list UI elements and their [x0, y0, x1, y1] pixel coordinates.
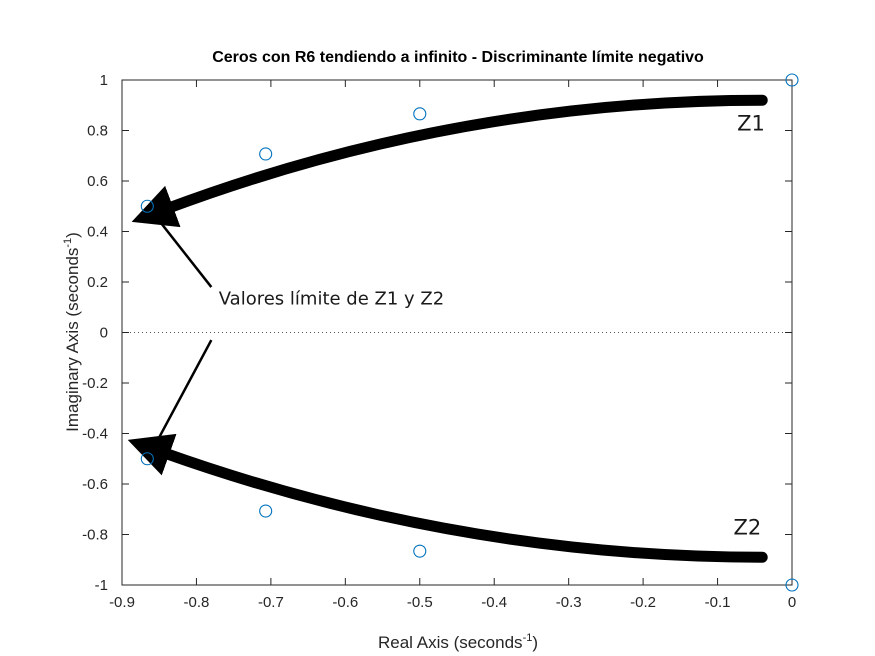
limit-values-label: Valores límite de Z1 y Z2: [219, 289, 444, 310]
arrow-z1: [131, 94, 768, 228]
y-tick-label: -0.2: [82, 375, 108, 392]
y-tick-label: 1: [100, 72, 108, 89]
leader-line-top: [150, 210, 213, 288]
x-tick-label: -0.4: [481, 594, 507, 611]
arrow-z2: [127, 433, 768, 563]
z1-label: Z1: [737, 112, 765, 136]
zero-marker: [140, 452, 154, 466]
chart-title: Ceros con R6 tendiendo a infinito - Disc…: [212, 49, 704, 66]
y-tick-label: -1: [95, 577, 108, 594]
x-tick-label: -0.5: [407, 594, 433, 611]
zero-marker: [259, 504, 273, 518]
y-axis-title: Imaginary Axis (seconds-1): [62, 232, 82, 432]
y-tick-label: 0: [100, 325, 108, 342]
y-tick-label: 0.8: [87, 123, 108, 140]
y-tick-label: 0.2: [87, 274, 108, 291]
x-tick-label: -0.7: [258, 594, 284, 611]
z2-label: Z2: [733, 516, 761, 540]
x-tick-label: 0: [788, 594, 796, 611]
zero-marker: [413, 107, 427, 121]
leader-line-bottom: [150, 339, 213, 452]
zero-marker: [785, 73, 799, 87]
zero-marker: [785, 578, 799, 592]
x-tick-label: -0.1: [705, 594, 731, 611]
x-tick-label: -0.2: [630, 594, 656, 611]
y-tick-label: 0.4: [87, 224, 108, 241]
zero-marker: [413, 544, 427, 558]
y-tick-label: -0.4: [82, 426, 108, 443]
y-tick-label: -0.6: [82, 476, 108, 493]
x-axis-title: Real Axis (seconds-1): [378, 632, 538, 652]
zero-marker: [140, 199, 154, 213]
zero-marker: [259, 147, 273, 161]
y-tick-label: -0.8: [82, 527, 108, 544]
x-tick-label: -0.8: [184, 594, 210, 611]
x-tick-label: -0.3: [556, 594, 582, 611]
y-tick-label: 0.6: [87, 173, 108, 190]
x-tick-label: -0.6: [332, 594, 358, 611]
plot-area: -0.9 -0.8 -0.7 -0.6 -0.5 -0.4 -0.3 -0.2 -0.1 0 -1 -…: [82, 72, 799, 611]
x-tick-label: -0.9: [109, 594, 135, 611]
